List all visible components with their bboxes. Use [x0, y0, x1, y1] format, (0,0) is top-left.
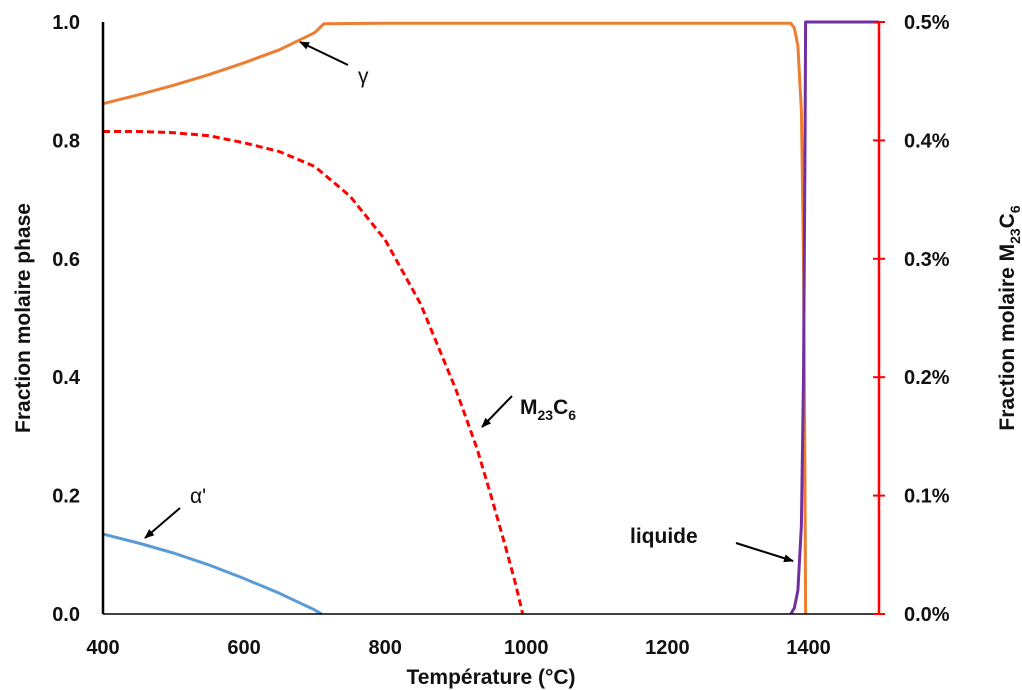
y-axis-title: Fraction molaire phase — [12, 203, 35, 433]
y2-axis-title-sub2: 6 — [1007, 205, 1022, 213]
y-tick-label: 1.0 — [52, 12, 80, 34]
series-line-gamma — [102, 21, 808, 615]
annotation-m23c6: M23C6 — [481, 395, 576, 428]
x-axis-title: Température (°C) — [406, 666, 575, 689]
annotation-m23c6-sub2: 6 — [568, 407, 576, 423]
x-tick-label: 1400 — [786, 637, 831, 659]
annotation-liquide-label: liquide — [630, 525, 698, 548]
y2-tick-label: 0.5% — [904, 12, 950, 34]
x-tick-label: 600 — [227, 637, 260, 659]
annotation-gamma-label: γ — [358, 65, 369, 88]
y-tick-label: 0.4 — [52, 367, 81, 389]
annotation-m23c6-mid: C — [553, 396, 568, 419]
y2-tick-label: 0.1% — [904, 486, 950, 508]
series-line-alpha — [102, 532, 323, 616]
y-tick-labels: 0.0 0.2 0.4 0.6 0.8 1.0 — [52, 12, 81, 626]
x-tick-label: 1200 — [645, 637, 690, 659]
y2-axis-title-mid: C — [996, 213, 1019, 228]
annotation-m23c6-base: M — [520, 396, 538, 419]
annotation-m23c6-sub1: 23 — [538, 407, 554, 423]
y-tick-label: 0.6 — [52, 249, 80, 271]
y2-tick-label: 0.3% — [904, 249, 950, 271]
series-line-m23c6 — [103, 130, 525, 615]
annotation-alpha: α' — [144, 485, 206, 539]
svg-text:M23C6: M23C6 — [520, 396, 576, 423]
y2-axis-title-base: Fraction molaire M — [996, 244, 1019, 431]
y2-tick-label: 0.2% — [904, 367, 950, 389]
y-tick-label: 0.8 — [52, 130, 80, 152]
y2-tick-label: 0.0% — [904, 604, 950, 626]
x-tick-label: 400 — [86, 637, 119, 659]
y2-tick-label: 0.4% — [904, 130, 950, 152]
series-layer — [102, 20, 879, 616]
series-line-liquide — [789, 20, 879, 615]
annotation-alpha-label: α' — [190, 485, 206, 508]
y-tick-label: 0.2 — [52, 486, 80, 508]
y2-tick-labels: 0.0% 0.1% 0.2% 0.3% 0.4% 0.5% — [904, 12, 950, 626]
y2-tick-marks — [873, 21, 885, 615]
x-tick-labels: 400 600 800 1000 1200 1400 — [86, 637, 830, 659]
y-tick-label: 0.0 — [52, 604, 80, 626]
annotation-gamma: γ — [299, 41, 369, 88]
x-tick-label: 1000 — [504, 637, 549, 659]
y2-axis-title-sub1: 23 — [1007, 228, 1022, 244]
x-tick-label: 800 — [368, 637, 401, 659]
annotation-liquide: liquide — [630, 525, 794, 563]
y2-axis-title: Fraction molaire M23C6 — [996, 205, 1022, 430]
